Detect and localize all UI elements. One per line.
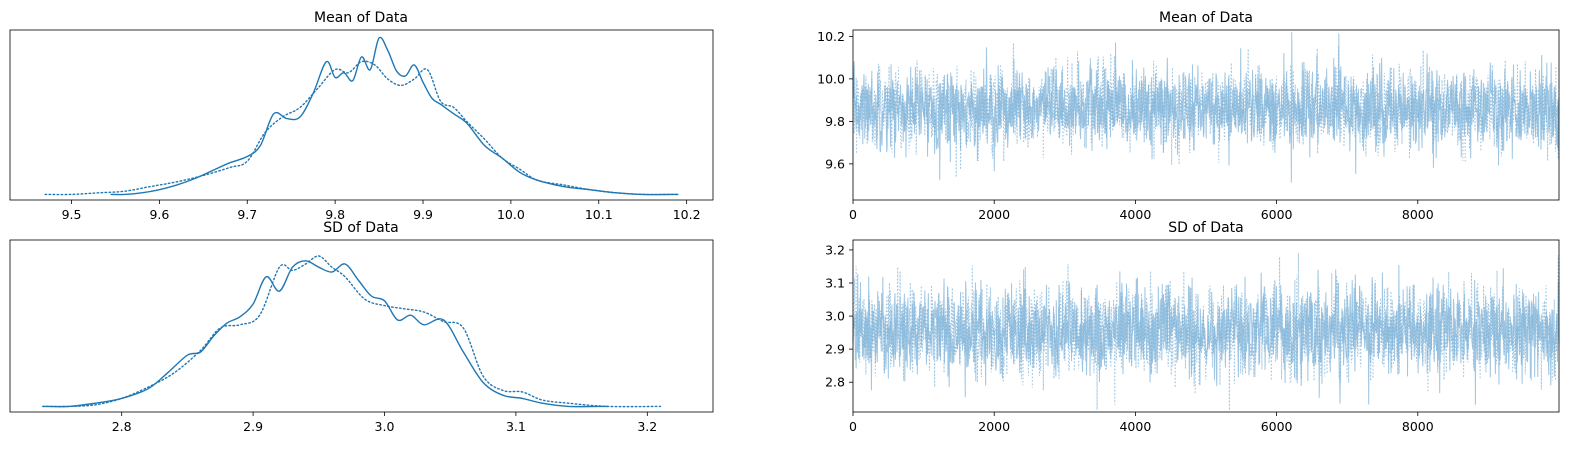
density-line-dotted (44, 60, 679, 196)
x-tick-label: 2000 (978, 207, 1010, 222)
x-tick-label: 3.0 (375, 419, 395, 434)
x-tick-label: 0 (849, 419, 857, 434)
x-tick-label: 3.2 (637, 419, 657, 434)
y-tick-label: 9.8 (825, 114, 845, 129)
x-tick-label: 10.0 (497, 207, 525, 222)
y-tick-label: 9.6 (825, 156, 845, 171)
x-tick-label: 10.2 (673, 207, 701, 222)
y-tick-label: 3.0 (825, 309, 845, 324)
axes-frame (9, 29, 714, 201)
x-tick-label: 4000 (1119, 207, 1151, 222)
panel-title: Mean of Data (314, 10, 408, 26)
x-tick-label: 3.1 (506, 419, 526, 434)
panel-sd-density: SD of Data 2.8 2.9 3.0 3.1 3.2 (9, 220, 714, 434)
y-tick-label: 2.8 (825, 375, 845, 390)
x-tick-label: 10.1 (585, 207, 613, 222)
x-tick-label: 6000 (1261, 419, 1293, 434)
y-tick-label: 3.1 (825, 276, 845, 291)
x-tick-label: 2.9 (243, 419, 263, 434)
y-tick-label: 10.0 (817, 71, 845, 86)
trace-line-solid (852, 265, 1560, 405)
trace-line-dotted (852, 252, 1560, 411)
x-tick-label: 2.8 (112, 419, 132, 434)
panel-title: SD of Data (323, 220, 399, 236)
x-tick-label: 9.9 (413, 207, 433, 222)
y-tick-label: 3.2 (825, 242, 845, 257)
y-tick-label: 10.2 (817, 29, 845, 44)
x-tick-label: 8000 (1402, 419, 1434, 434)
panel-sd-trace: SD of Data 0 2000 4000 6000 8000 2.8 2.9 3.0 3.1… (825, 220, 1560, 434)
density-line-solid (42, 260, 609, 408)
trace-line-dotted (852, 43, 1560, 178)
panel-mean-density: Mean of Data 9.5 9.6 9.7 9.8 9.9 10.0 10.1 10.2 (9, 10, 714, 222)
panel-title: SD of Data (1168, 220, 1244, 236)
axes-frame (852, 239, 1560, 413)
density-line-solid (110, 36, 679, 196)
x-tick-label: 8000 (1402, 207, 1434, 222)
x-tick-label: 2000 (978, 419, 1010, 434)
axes-frame (852, 29, 1560, 201)
panel-mean-trace: Mean of Data 0 2000 4000 6000 8000 9.6 9.8 10.0… (817, 10, 1560, 222)
axes-frame (9, 239, 714, 413)
y-tick-label: 2.9 (825, 342, 845, 357)
x-tick-label: 0 (849, 207, 857, 222)
x-tick-label: 4000 (1119, 419, 1151, 434)
x-tick-label: 9.7 (237, 207, 257, 222)
panel-title: Mean of Data (1159, 10, 1253, 26)
density-line-dotted (42, 255, 662, 408)
x-tick-label: 6000 (1261, 207, 1293, 222)
x-tick-label: 9.6 (149, 207, 169, 222)
x-tick-label: 9.8 (325, 207, 345, 222)
x-tick-label: 9.5 (62, 207, 82, 222)
